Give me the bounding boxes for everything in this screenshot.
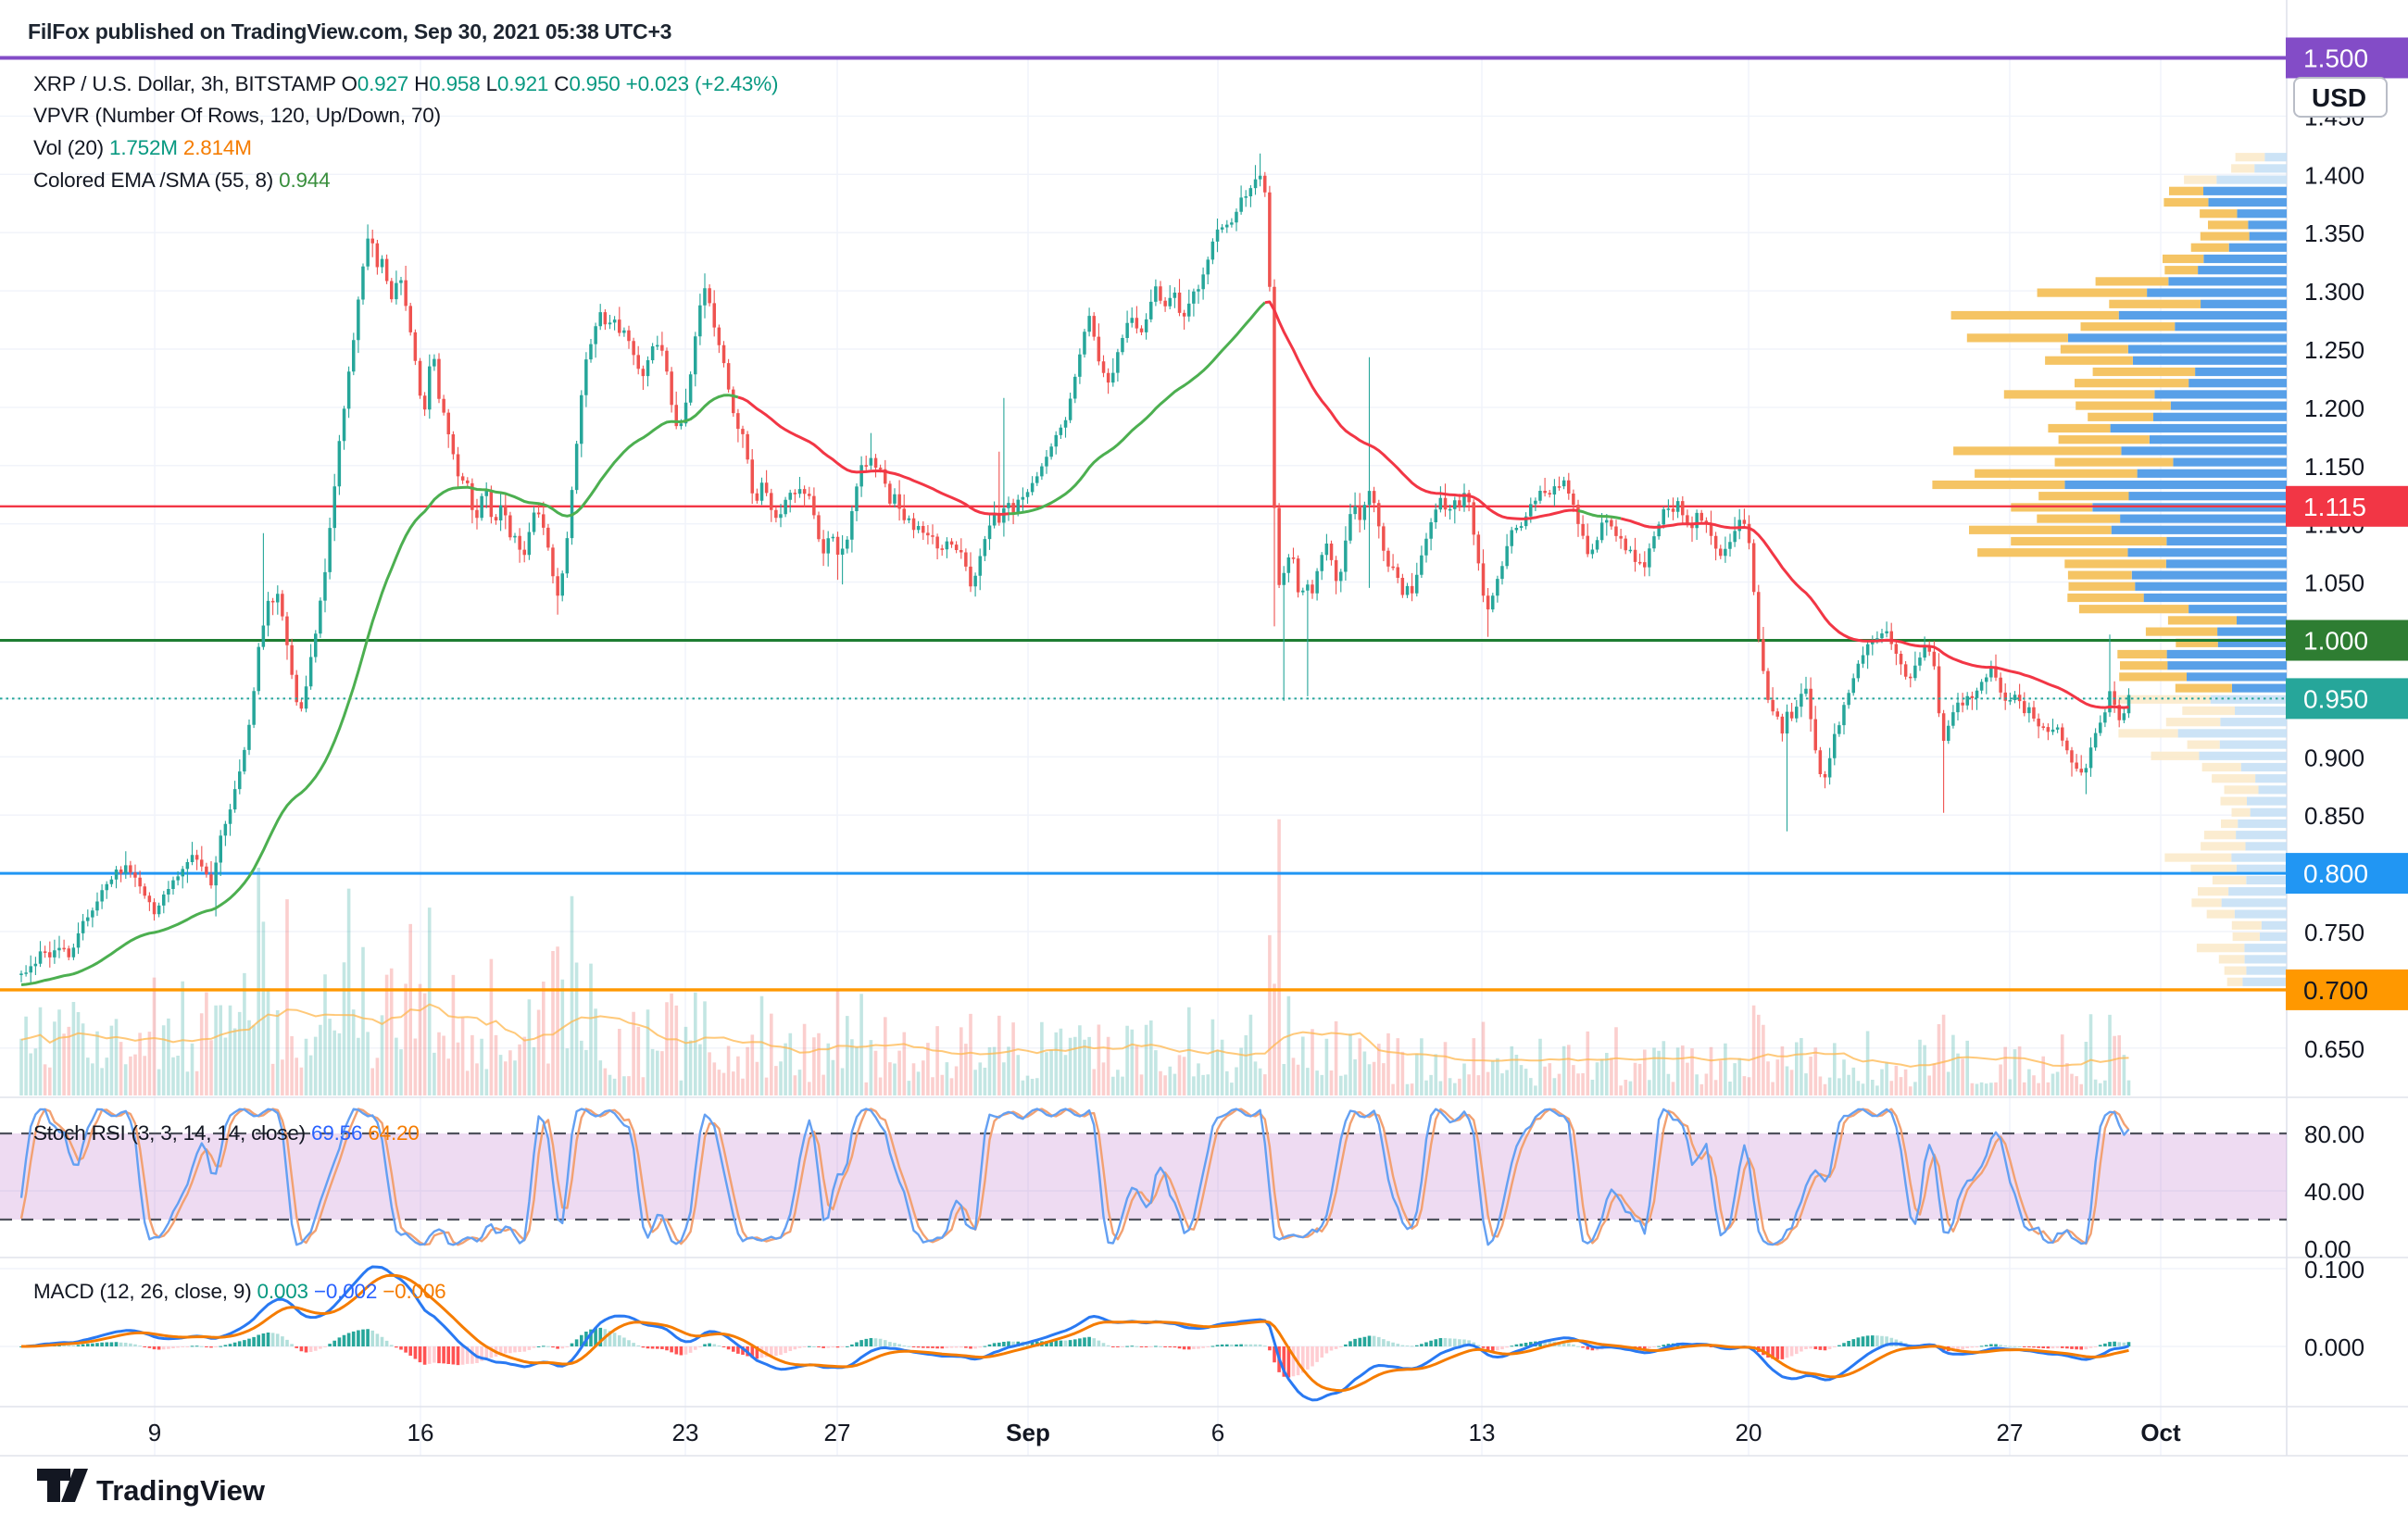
svg-text:0.900: 0.900 bbox=[2304, 744, 2364, 771]
svg-text:0.850: 0.850 bbox=[2304, 802, 2364, 830]
svg-text:Sep: Sep bbox=[1006, 1419, 1050, 1446]
svg-text:1.115: 1.115 bbox=[2303, 493, 2366, 521]
svg-text:9: 9 bbox=[148, 1419, 161, 1446]
svg-text:23: 23 bbox=[672, 1419, 699, 1446]
svg-text:Oct: Oct bbox=[2140, 1419, 2181, 1446]
svg-text:MACD (12, 26, close, 9) 0.003: MACD (12, 26, close, 9) 0.003 −0.002 −0.… bbox=[33, 1280, 445, 1303]
svg-text:1.200: 1.200 bbox=[2304, 394, 2364, 422]
svg-text:1.400: 1.400 bbox=[2304, 161, 2364, 189]
svg-text:0.000: 0.000 bbox=[2304, 1333, 2364, 1361]
svg-text:0.800: 0.800 bbox=[2303, 859, 2368, 888]
svg-text:1.250: 1.250 bbox=[2304, 336, 2364, 364]
svg-text:0.00: 0.00 bbox=[2304, 1235, 2352, 1263]
svg-text:VPVR (Number Of Rows, 120, Up/: VPVR (Number Of Rows, 120, Up/Down, 70) bbox=[33, 104, 441, 127]
svg-text:80.00: 80.00 bbox=[2304, 1120, 2364, 1148]
svg-text:0.650: 0.650 bbox=[2304, 1035, 2364, 1063]
svg-text:1.300: 1.300 bbox=[2304, 278, 2364, 306]
svg-text:XRP / U.S. Dollar, 3h, BITSTAM: XRP / U.S. Dollar, 3h, BITSTAMP O0.927 H… bbox=[33, 72, 778, 95]
svg-text:20: 20 bbox=[1736, 1419, 1762, 1446]
svg-text:0.950: 0.950 bbox=[2303, 684, 2368, 713]
svg-text:Colored EMA /SMA (55, 8) 0.944: Colored EMA /SMA (55, 8) 0.944 bbox=[33, 169, 330, 192]
svg-text:Stoch RSI (3, 3, 14, 14, close: Stoch RSI (3, 3, 14, 14, close) 69.56 64… bbox=[33, 1121, 420, 1145]
svg-text:1.350: 1.350 bbox=[2304, 219, 2364, 247]
svg-text:1.000: 1.000 bbox=[2303, 627, 2368, 656]
svg-text:13: 13 bbox=[1469, 1419, 1496, 1446]
svg-text:27: 27 bbox=[1997, 1419, 2024, 1446]
svg-text:0.700: 0.700 bbox=[2303, 976, 2368, 1005]
svg-text:40.00: 40.00 bbox=[2304, 1178, 2364, 1206]
svg-text:USD: USD bbox=[2312, 83, 2366, 112]
svg-text:1.500: 1.500 bbox=[2303, 44, 2368, 73]
svg-text:16: 16 bbox=[408, 1419, 434, 1446]
svg-text:1.150: 1.150 bbox=[2304, 453, 2364, 481]
svg-text:27: 27 bbox=[824, 1419, 851, 1446]
svg-text:FilFox published on TradingVie: FilFox published on TradingView.com, Sep… bbox=[28, 19, 671, 44]
svg-text:0.100: 0.100 bbox=[2304, 1256, 2364, 1283]
svg-text:TradingView: TradingView bbox=[96, 1474, 266, 1507]
svg-text:0.750: 0.750 bbox=[2304, 919, 2364, 946]
svg-text:1.050: 1.050 bbox=[2304, 569, 2364, 597]
svg-text:Vol (20) 1.752M 2.814M: Vol (20) 1.752M 2.814M bbox=[33, 136, 252, 159]
svg-text:6: 6 bbox=[1211, 1419, 1224, 1446]
